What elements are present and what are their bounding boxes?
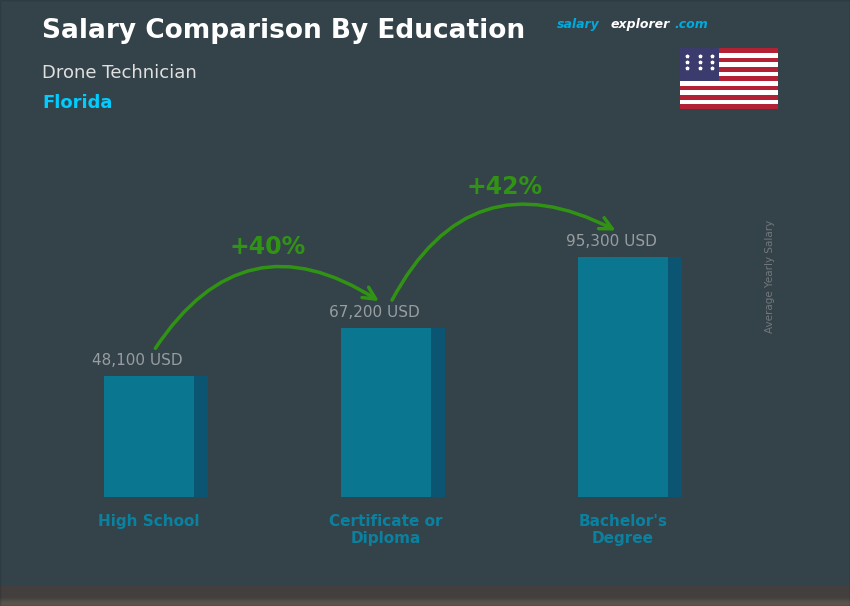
Bar bbox=[0, 592, 850, 602]
Bar bbox=[0, 591, 850, 601]
Bar bbox=[0, 593, 850, 604]
Bar bbox=[0, 587, 850, 598]
Bar bbox=[0, 591, 850, 601]
Bar bbox=[0, 587, 850, 596]
Bar bbox=[0, 593, 850, 603]
Text: 95,300 USD: 95,300 USD bbox=[565, 235, 656, 250]
Bar bbox=[0, 589, 850, 599]
Bar bbox=[0, 591, 850, 602]
Bar bbox=[0, 589, 850, 599]
Bar bbox=[680, 81, 778, 86]
Text: explorer: explorer bbox=[610, 18, 670, 31]
Bar bbox=[680, 58, 778, 62]
Bar bbox=[0, 592, 850, 602]
Text: 67,200 USD: 67,200 USD bbox=[329, 305, 420, 320]
Bar bbox=[0, 591, 850, 601]
Bar bbox=[0, 593, 850, 602]
Bar bbox=[341, 328, 431, 497]
Bar bbox=[0, 591, 850, 601]
Text: +42%: +42% bbox=[467, 175, 542, 199]
Bar bbox=[0, 590, 850, 600]
Bar bbox=[680, 62, 778, 67]
Bar bbox=[0, 594, 850, 605]
Text: 48,100 USD: 48,100 USD bbox=[92, 353, 183, 368]
Bar bbox=[0, 595, 850, 605]
Bar bbox=[0, 591, 850, 601]
Bar bbox=[0, 587, 850, 596]
Bar bbox=[0, 588, 850, 598]
Bar bbox=[0, 587, 850, 597]
Bar bbox=[0, 588, 850, 598]
Bar bbox=[0, 587, 850, 597]
Bar bbox=[0, 595, 850, 605]
Bar bbox=[0, 590, 850, 601]
Bar bbox=[0, 588, 850, 599]
Bar bbox=[0, 595, 850, 605]
Bar bbox=[0, 594, 850, 604]
Bar bbox=[680, 100, 778, 104]
Bar bbox=[680, 95, 778, 100]
Text: +40%: +40% bbox=[230, 235, 306, 259]
Bar bbox=[0, 586, 850, 596]
Bar bbox=[0, 586, 850, 596]
Bar bbox=[0, 589, 850, 599]
Bar bbox=[680, 90, 778, 95]
Bar bbox=[0, 596, 850, 606]
Bar bbox=[0, 588, 850, 599]
Bar bbox=[0, 593, 850, 604]
Bar bbox=[0, 596, 850, 605]
Bar bbox=[0, 595, 850, 605]
Bar bbox=[0, 593, 850, 604]
Bar bbox=[0, 588, 850, 598]
Bar bbox=[680, 104, 778, 109]
Text: Florida: Florida bbox=[42, 94, 113, 112]
Bar bbox=[680, 67, 778, 72]
Bar bbox=[0, 587, 850, 598]
Bar bbox=[0, 593, 850, 603]
Bar bbox=[0, 593, 850, 602]
Bar bbox=[0, 590, 850, 601]
Bar bbox=[104, 376, 194, 497]
Bar bbox=[0, 590, 850, 601]
Text: .com: .com bbox=[674, 18, 708, 31]
Bar bbox=[0, 594, 850, 605]
Bar bbox=[0, 590, 850, 600]
Bar bbox=[0, 593, 850, 603]
Bar bbox=[0, 587, 850, 597]
Bar bbox=[680, 48, 778, 53]
Bar bbox=[680, 86, 778, 90]
Bar bbox=[0, 596, 850, 606]
Bar bbox=[0, 594, 850, 604]
Bar bbox=[0, 594, 850, 604]
Bar bbox=[0, 588, 850, 598]
Bar bbox=[0, 590, 850, 600]
Bar bbox=[0, 589, 850, 599]
Polygon shape bbox=[431, 328, 445, 497]
Text: Average Yearly Salary: Average Yearly Salary bbox=[765, 220, 774, 333]
Bar bbox=[0, 591, 850, 602]
Bar bbox=[680, 76, 778, 81]
Bar bbox=[0, 594, 850, 605]
Bar bbox=[0, 588, 850, 599]
Text: Salary Comparison By Education: Salary Comparison By Education bbox=[42, 18, 525, 44]
Bar bbox=[680, 48, 719, 81]
Polygon shape bbox=[194, 376, 208, 497]
Text: salary: salary bbox=[557, 18, 599, 31]
Polygon shape bbox=[668, 257, 682, 497]
Bar bbox=[0, 590, 850, 599]
Bar bbox=[0, 587, 850, 598]
Bar bbox=[0, 592, 850, 602]
Bar bbox=[680, 53, 778, 58]
Bar bbox=[680, 72, 778, 76]
Text: Drone Technician: Drone Technician bbox=[42, 64, 197, 82]
Bar bbox=[578, 257, 668, 497]
Bar bbox=[0, 594, 850, 604]
